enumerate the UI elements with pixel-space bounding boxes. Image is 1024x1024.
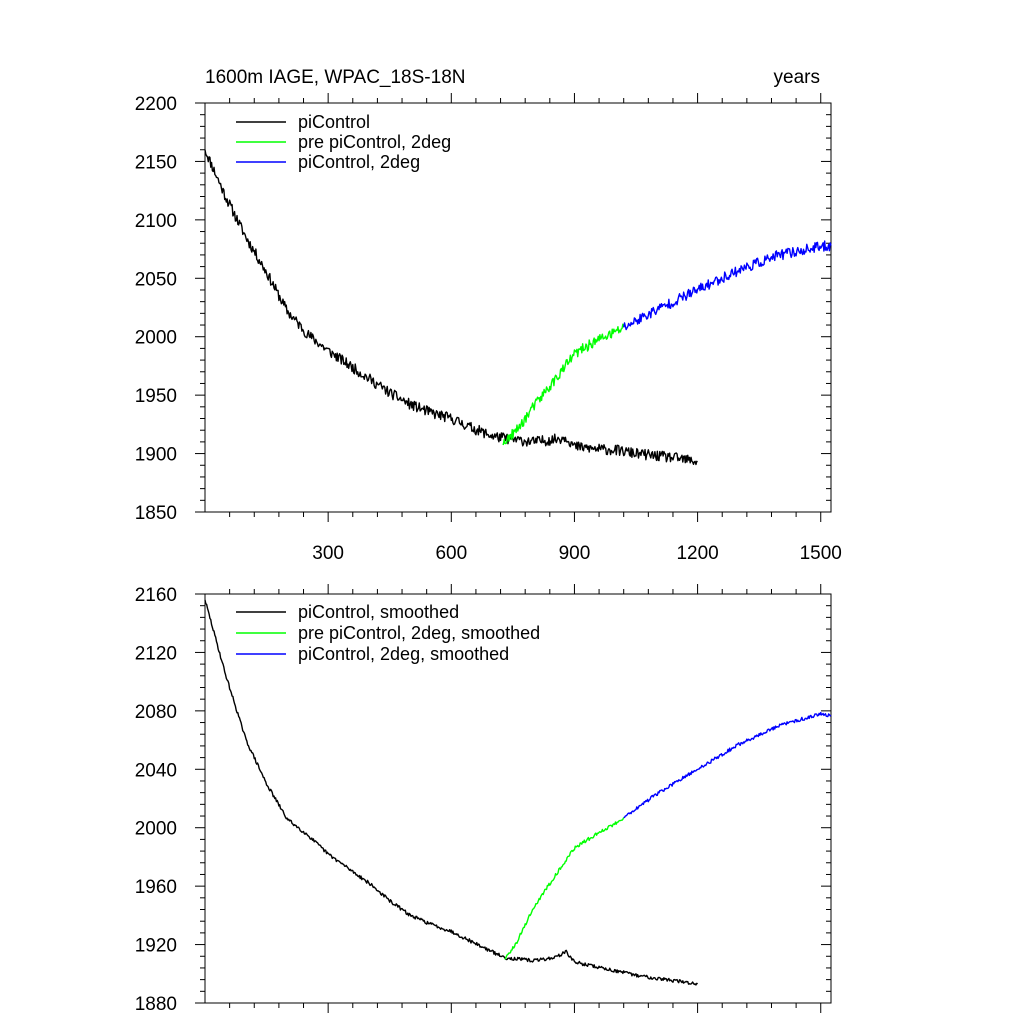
y-tick-label: 1920 [135, 936, 177, 957]
y-tick-label: 2040 [135, 760, 177, 781]
y-tick-label: 1900 [135, 445, 177, 466]
series-line-2 [504, 817, 625, 960]
legend-label: pre piControl, 2deg [298, 132, 451, 152]
legend-label: piControl, smoothed [298, 602, 459, 622]
y-tick-label: 2150 [135, 152, 177, 173]
legend-label: pre piControl, 2deg, smoothed [298, 623, 540, 643]
chart-title-right: years [774, 67, 820, 88]
y-tick-label: 2050 [135, 269, 177, 290]
series-line-1 [204, 599, 699, 986]
y-tick-label: 1850 [135, 503, 177, 524]
legend-label: piControl, 2deg, smoothed [298, 644, 509, 664]
y-tick-label: 2120 [135, 643, 177, 664]
y-tick-label: 2080 [135, 702, 177, 723]
legend-label: piControl [298, 112, 370, 132]
y-tick-label: 2000 [135, 819, 177, 840]
x-tick-label: 1500 [800, 543, 842, 564]
y-tick-label: 1960 [135, 877, 177, 898]
series-line-3 [623, 240, 832, 331]
y-tick-label: 1880 [135, 994, 177, 1015]
x-tick-label: 600 [435, 543, 467, 564]
y-tick-label: 2160 [135, 585, 177, 606]
top-panel: 300 600 900 1200 1500 1850 1900 1950 2000 2050 210… [135, 93, 842, 564]
legend-label: piControl, 2deg [298, 152, 420, 172]
bottom-panel: 1880 1920 1960 2000 2040 2080 2120 2160 piContro… [135, 584, 832, 1015]
plot-frame [204, 593, 832, 1004]
x-tick-label: 1200 [676, 543, 718, 564]
series-line-1 [204, 149, 698, 466]
series-line-2 [502, 323, 625, 446]
x-tick-label: 900 [559, 543, 591, 564]
y-tick-label: 2000 [135, 328, 177, 349]
y-tick-label: 1950 [135, 386, 177, 407]
plot-frame [204, 102, 832, 513]
y-tick-label: 2200 [135, 94, 177, 115]
chart-title-left: 1600m IAGE, WPAC_18S-18N [205, 67, 465, 88]
y-tick-label: 2100 [135, 211, 177, 232]
x-tick-label: 300 [312, 543, 344, 564]
series-line-3 [623, 711, 832, 819]
